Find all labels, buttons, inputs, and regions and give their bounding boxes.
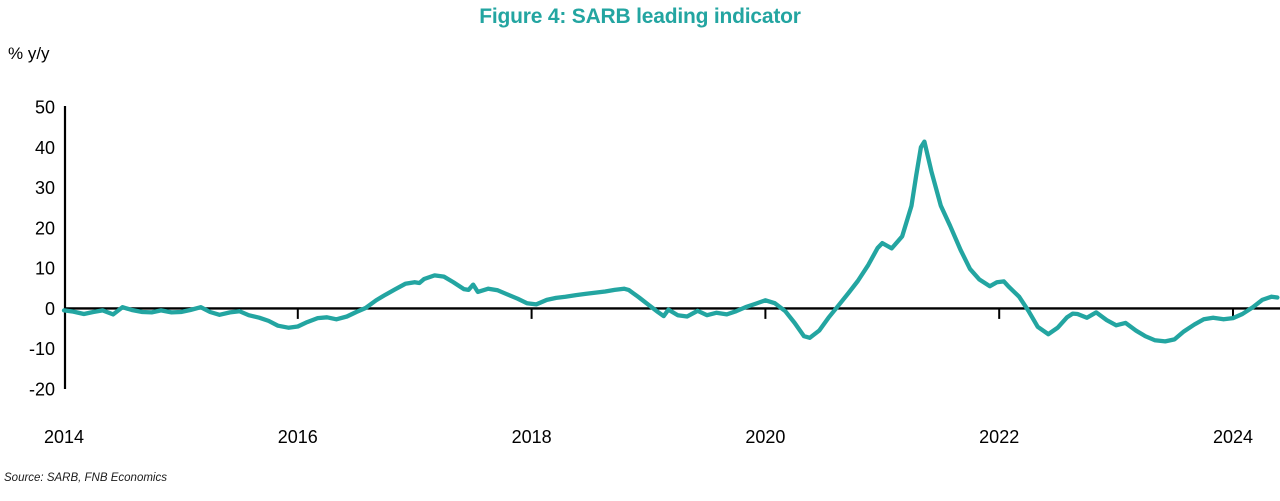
source-note: Source: SARB, FNB Economics [4, 472, 167, 484]
x-tick-label-2018: 2018 [512, 427, 552, 447]
x-tick-label-2016: 2016 [278, 427, 318, 447]
y-tick-label--10: -10 [29, 339, 55, 359]
x-tick-label-2022: 2022 [979, 427, 1019, 447]
y-tick-label-20: 20 [35, 218, 55, 238]
indicator-line [61, 139, 1280, 344]
y-tick-label-40: 40 [35, 138, 55, 158]
y-tick-label--20: -20 [29, 379, 55, 399]
chart-title: Figure 4: SARB leading indicator [479, 5, 801, 28]
y-tick-label-30: 30 [35, 178, 55, 198]
x-tick-label-2014: 2014 [44, 427, 84, 447]
x-tick-label-2024: 2024 [1213, 427, 1253, 447]
x-tick-label-2020: 2020 [745, 427, 785, 447]
y-tick-label-0: 0 [45, 299, 55, 319]
y-axis-unit-label: % y/y [8, 44, 50, 63]
y-tick-label-10: 10 [35, 259, 55, 279]
y-tick-label-50: 50 [35, 97, 55, 117]
